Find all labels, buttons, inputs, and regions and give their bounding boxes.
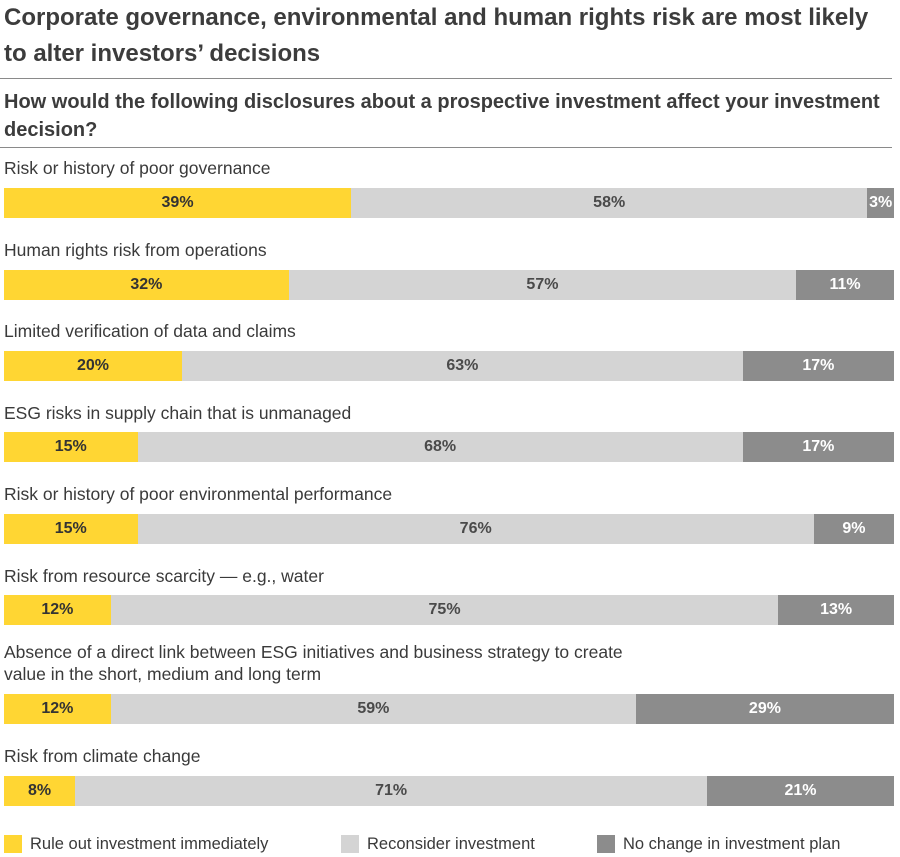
bar-segment-reconsider: 75% — [110, 595, 779, 625]
data-label: 32% — [130, 276, 163, 293]
legend-swatch-no-change — [597, 835, 615, 853]
data-label: 12% — [41, 601, 74, 618]
data-label: 58% — [593, 194, 626, 211]
legend-item-no-change: No change in investment plan — [597, 832, 840, 856]
bar-segment-no-change: 9% — [813, 514, 894, 544]
data-label: 71% — [375, 782, 408, 799]
bar-segment-reconsider: 63% — [182, 351, 743, 381]
row-label-line: Absence of a direct link between ESG ini… — [4, 642, 623, 662]
data-label: 12% — [41, 700, 74, 717]
data-label: 68% — [424, 438, 457, 455]
row-label-line: Risk from resource scarcity — e.g., wate… — [4, 566, 324, 586]
data-label: 63% — [446, 357, 479, 374]
data-label: 15% — [54, 438, 87, 455]
stacked-bar: 12% 75% 13% — [4, 595, 894, 625]
bar-segment-rule-out: 8% — [4, 776, 76, 806]
data-label: 3% — [869, 194, 893, 211]
legend-label-no-change: No change in investment plan — [623, 834, 841, 853]
data-label: 8% — [28, 782, 52, 799]
data-label: 17% — [802, 438, 835, 455]
bar-segment-no-change: 3% — [867, 188, 894, 218]
stacked-bar: 15% 68% 17% — [4, 432, 894, 462]
row-label-line: Risk or history of poor environmental pe… — [4, 484, 393, 504]
row-label-line: ESG risks in supply chain that is unmana… — [4, 403, 352, 423]
stacked-bar: 12% 59% 29% — [4, 694, 894, 724]
row-label: Risk from resource scarcity — e.g., wate… — [4, 565, 884, 587]
bar-segment-reconsider: 58% — [351, 188, 868, 218]
bar-segment-rule-out: 39% — [4, 188, 352, 218]
bar-segment-no-change: 11% — [796, 270, 894, 300]
data-label: 59% — [357, 700, 390, 717]
data-label: 11% — [829, 276, 861, 293]
row-label-line: Human rights risk from operations — [4, 240, 267, 260]
stacked-bar: 8% 71% 21% — [4, 776, 894, 806]
row-label-line: Risk or history of poor governance — [4, 158, 271, 178]
row-label: Risk or history of poor environmental pe… — [4, 483, 884, 505]
stacked-bar: 32% 57% 11% — [4, 270, 894, 300]
legend-swatch-rule-out — [4, 835, 22, 853]
row-label: Risk from climate change — [4, 745, 884, 767]
stacked-bar: 20% 63% 17% — [4, 351, 894, 381]
row-label-line: value in the short, medium and long term — [4, 664, 322, 684]
bar-segment-rule-out: 12% — [4, 694, 111, 724]
bar-segment-reconsider: 68% — [137, 432, 743, 462]
bar-segment-no-change: 17% — [742, 351, 894, 381]
row-label: Human rights risk from operations — [4, 239, 884, 261]
legend-item-rule-out: Rule out investment immediately — [4, 832, 268, 856]
row-label: Limited verification of data and claims — [4, 320, 884, 342]
subtitle-divider — [0, 147, 892, 148]
title-divider — [0, 78, 892, 79]
bar-segment-rule-out: 15% — [4, 514, 138, 544]
data-label: 17% — [802, 357, 835, 374]
bar-segment-reconsider: 57% — [288, 270, 797, 300]
stacked-bar: 15% 76% 9% — [4, 514, 894, 544]
row-label: Risk or history of poor governance — [4, 157, 884, 179]
data-label: 76% — [459, 520, 492, 537]
row-label: Absence of a direct link between ESG ini… — [4, 641, 884, 685]
data-label: 57% — [526, 276, 559, 293]
bar-segment-reconsider: 71% — [75, 776, 708, 806]
bar-segment-rule-out: 12% — [4, 595, 111, 625]
data-label: 75% — [428, 601, 461, 618]
bar-segment-rule-out: 15% — [4, 432, 138, 462]
legend-swatch-reconsider — [341, 835, 359, 853]
row-label-line: Limited verification of data and claims — [4, 321, 296, 341]
chart-subtitle: How would the following disclosures abou… — [4, 91, 880, 141]
stacked-bar: 39% 58% 3% — [4, 188, 894, 218]
legend-label-reconsider: Reconsider investment — [367, 834, 535, 853]
bar-segment-reconsider: 59% — [110, 694, 636, 724]
bar-segment-no-change: 21% — [707, 776, 894, 806]
legend-label-rule-out: Rule out investment immediately — [30, 834, 269, 853]
bar-segment-no-change: 17% — [742, 432, 894, 462]
bar-segment-reconsider: 76% — [137, 514, 814, 544]
row-label-line: Risk from climate change — [4, 746, 201, 766]
data-label: 20% — [76, 357, 110, 374]
data-label: 13% — [820, 601, 853, 618]
data-label: 9% — [842, 520, 866, 537]
chart-title: Corporate governance, environmental and … — [4, 4, 869, 67]
row-label: ESG risks in supply chain that is unmana… — [4, 402, 884, 424]
bar-segment-rule-out: 32% — [4, 270, 289, 300]
bar-segment-rule-out: 20% — [4, 351, 182, 381]
data-label: 15% — [54, 520, 87, 537]
legend-item-reconsider: Reconsider investment — [341, 832, 535, 856]
data-label: 21% — [784, 782, 817, 799]
legend: Rule out investment immediately Reconsid… — [4, 832, 894, 856]
data-label: 39% — [161, 194, 194, 211]
data-label: 29% — [748, 700, 781, 717]
bar-segment-no-change: 13% — [778, 595, 894, 625]
bar-segment-no-change: 29% — [635, 694, 894, 724]
